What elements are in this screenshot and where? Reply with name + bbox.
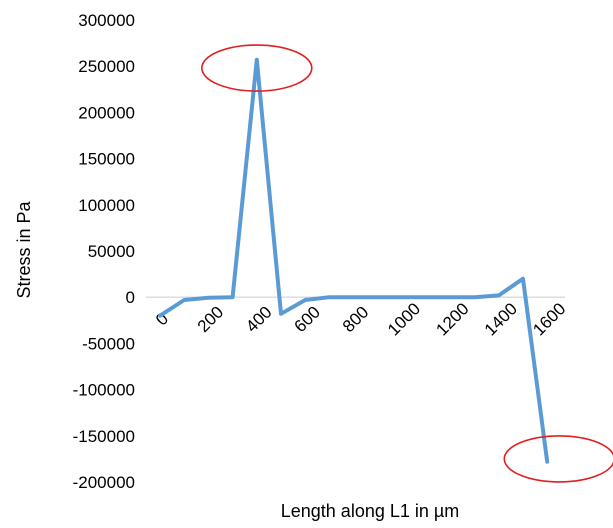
y-tick-label: -150000 bbox=[73, 427, 135, 446]
y-tick-label: -100000 bbox=[73, 381, 135, 400]
x-tick-label: 400 bbox=[242, 303, 275, 336]
x-axis-ticks: 0 200 400 600 800 1000 1200 1400 1600 bbox=[152, 299, 569, 339]
x-axis-title: Length along L1 in µm bbox=[281, 501, 460, 521]
annotation-ellipse bbox=[200, 44, 313, 92]
series-line bbox=[158, 57, 550, 464]
y-tick-label: -50000 bbox=[82, 334, 135, 353]
y-tick-label: 200000 bbox=[78, 103, 135, 122]
y-tick-label: -200000 bbox=[73, 473, 135, 492]
y-axis-ticks: 300000 250000 200000 150000 100000 50000 0 -500… bbox=[73, 11, 135, 492]
annotations-group bbox=[200, 44, 613, 483]
annotation-ellipse bbox=[503, 435, 613, 483]
y-tick-label: 50000 bbox=[88, 242, 135, 261]
x-tick-label: 1000 bbox=[384, 299, 424, 339]
x-tick-label: 1600 bbox=[529, 299, 569, 339]
y-tick-label: 250000 bbox=[78, 57, 135, 76]
y-tick-label: 150000 bbox=[78, 150, 135, 169]
y-tick-label: 0 bbox=[126, 288, 135, 307]
x-tick-label: 1200 bbox=[432, 299, 472, 339]
y-tick-label: 100000 bbox=[78, 196, 135, 215]
x-tick-label: 200 bbox=[194, 303, 227, 336]
x-tick-label: 800 bbox=[339, 303, 372, 336]
x-tick-label: 1400 bbox=[481, 299, 521, 339]
y-axis-title: Stress in Pa bbox=[14, 200, 34, 298]
y-tick-label: 300000 bbox=[78, 11, 135, 30]
series-group bbox=[158, 57, 550, 464]
